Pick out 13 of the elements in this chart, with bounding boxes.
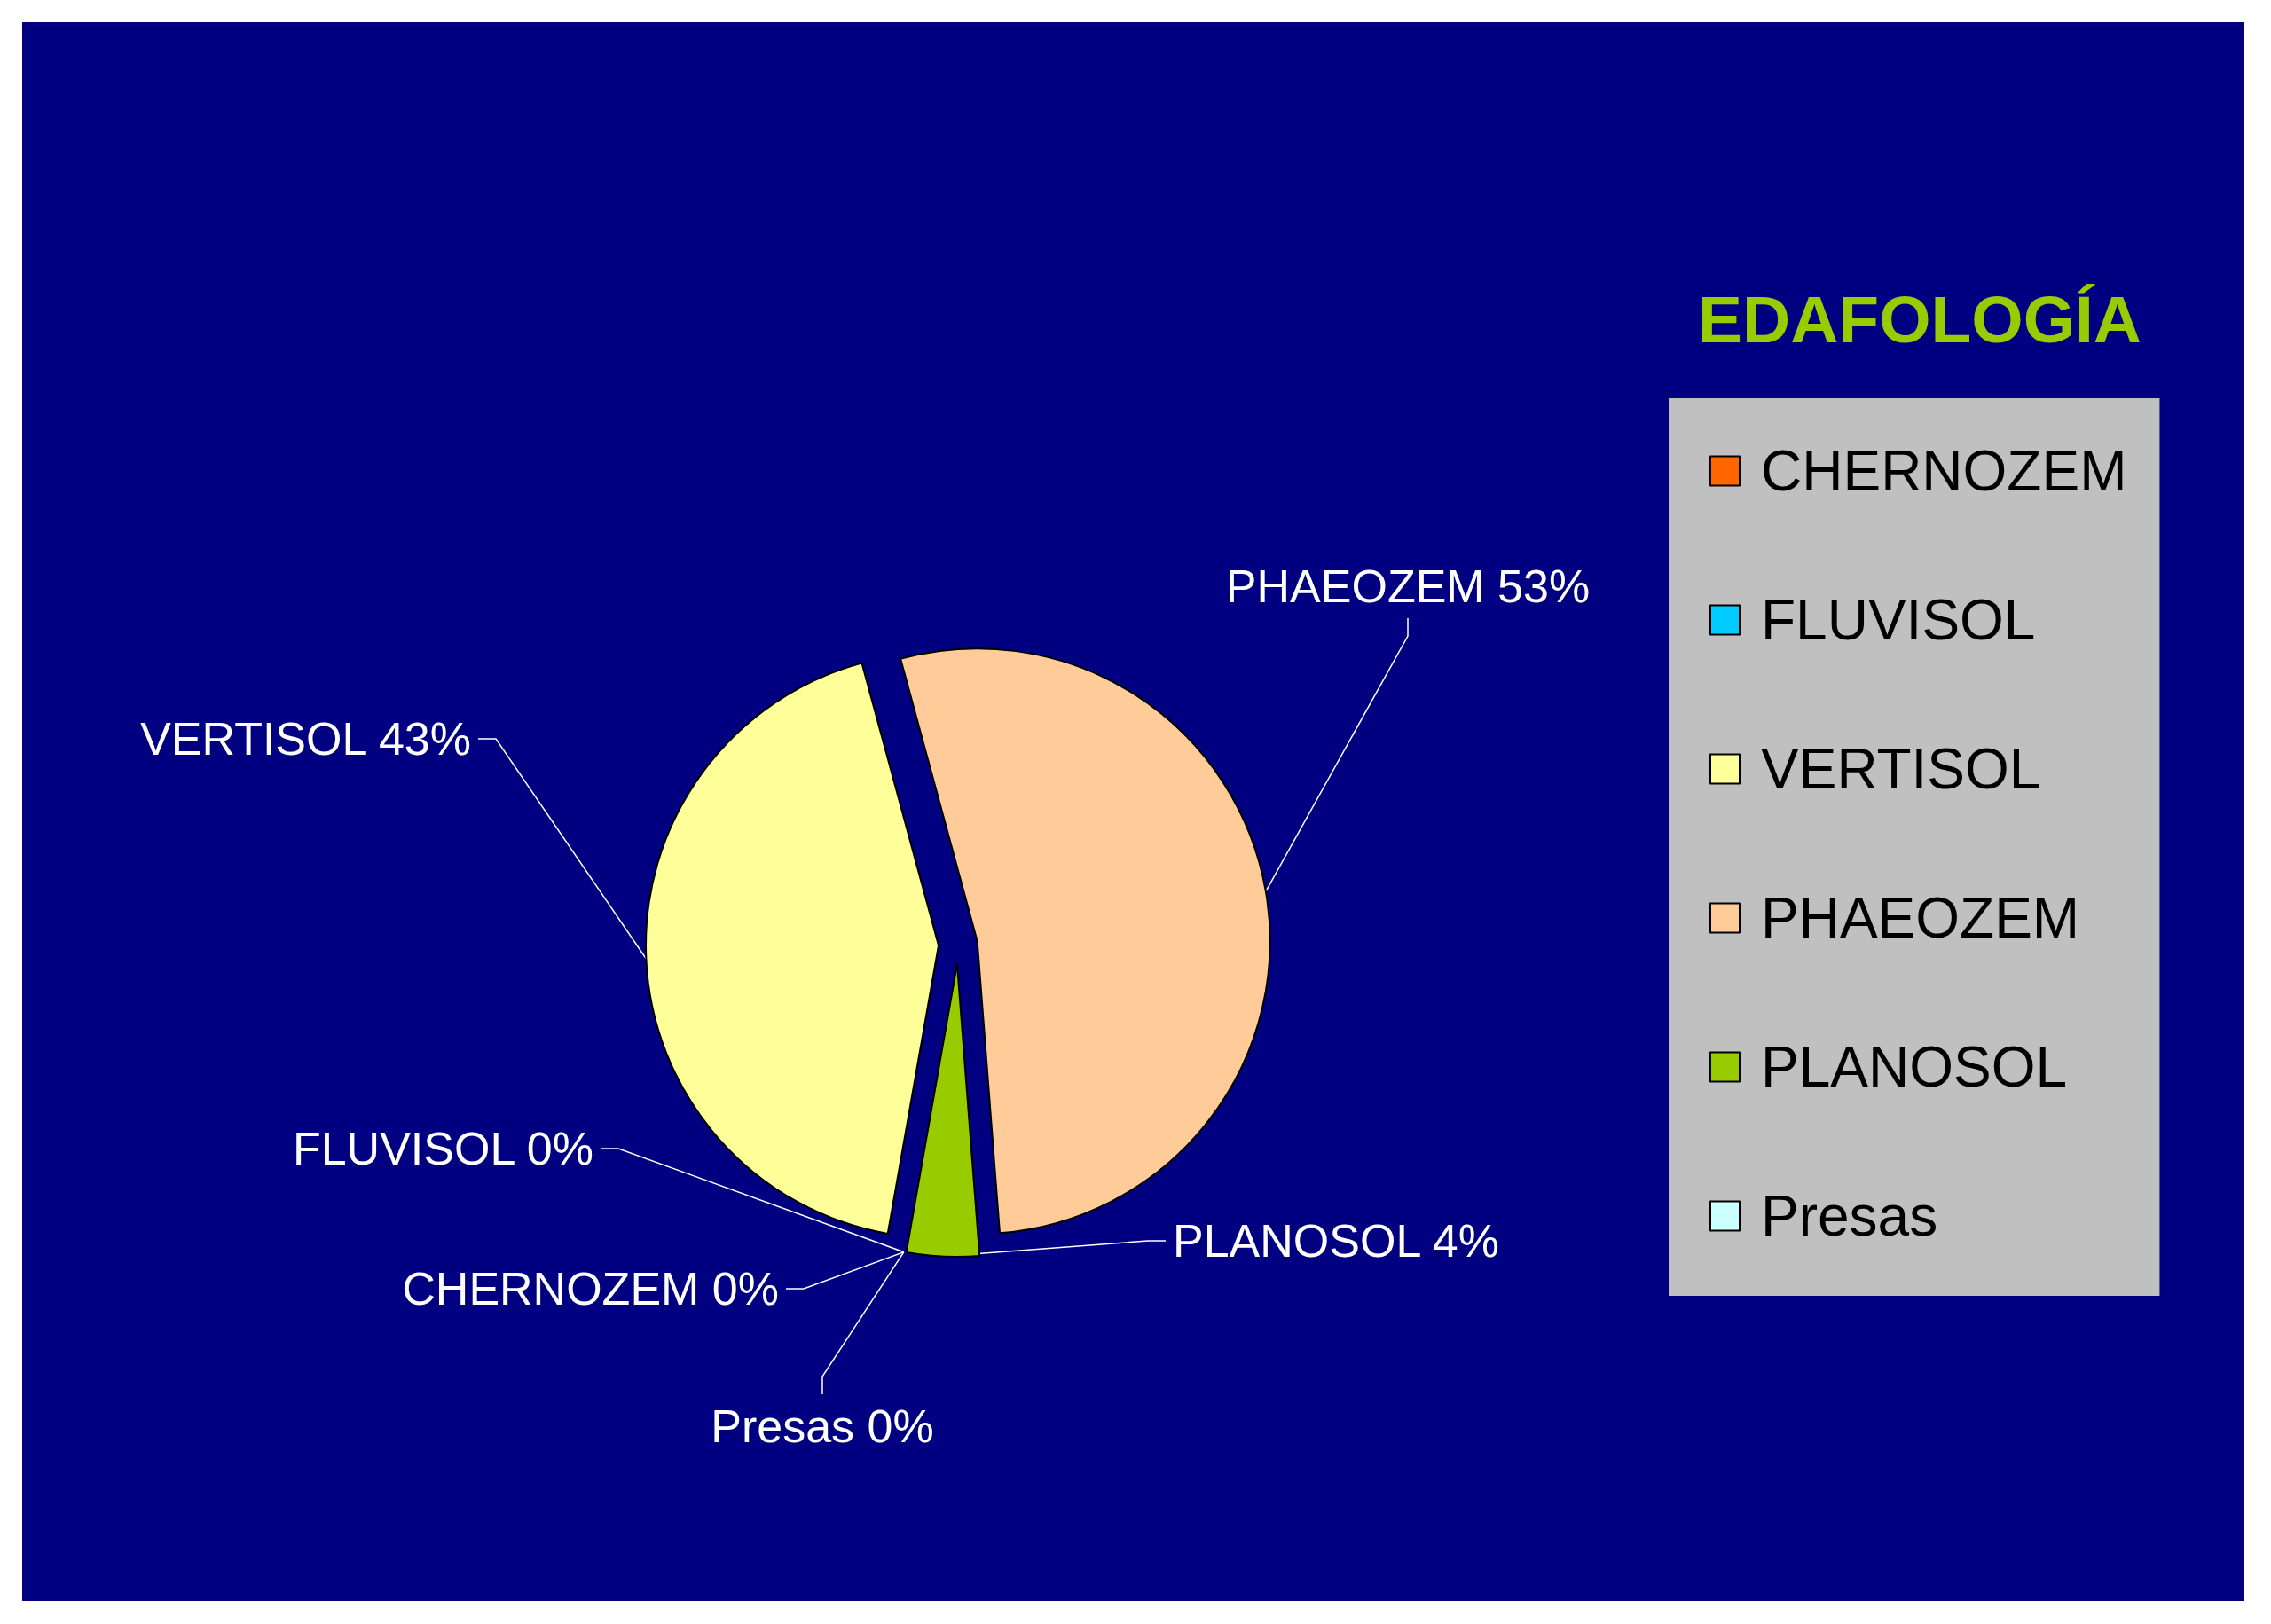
category-label: PHAEOZEM 53% [1225,561,1591,612]
legend-label: Presas [1761,1184,1938,1248]
chart-title: EDAFOLOGÍA [1698,281,2141,357]
category-label: FLUVISOL 0% [292,1123,593,1174]
legend-label: VERTISOL [1761,737,2041,801]
category-label: PLANOSOL 4% [1173,1215,1500,1267]
legend-label: CHERNOZEM [1761,439,2127,503]
category-label: VERTISOL 43% [140,713,471,765]
legend-label: PLANOSOL [1761,1035,2068,1099]
legend-label: PHAEOZEM [1761,886,2080,950]
category-label: Presas 0% [711,1400,934,1452]
legend-label: FLUVISOL [1761,588,2036,652]
category-label: CHERNOZEM 0% [402,1263,779,1314]
